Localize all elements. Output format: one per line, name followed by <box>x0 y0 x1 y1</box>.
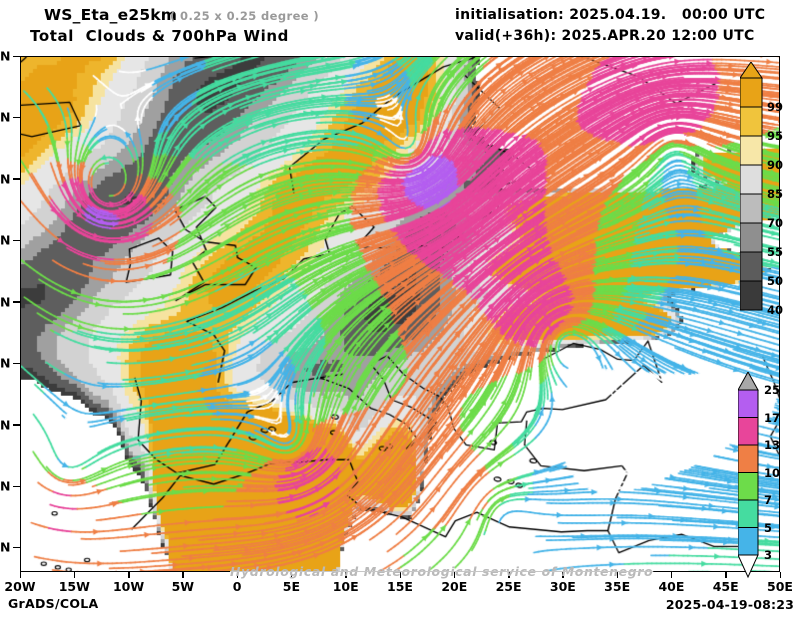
initialisation-time-label: initialisation: 2025.04.19. 00:00 UTC <box>455 7 766 23</box>
x-tick-label-0: 20W <box>4 579 36 594</box>
y-tick-label-2: N <box>0 171 11 187</box>
map-plot-area <box>20 56 780 572</box>
x-tick-mark <box>399 572 401 578</box>
x-tick-mark <box>128 572 130 578</box>
wind-colorbar-tick-3: 3 <box>764 548 773 562</box>
y-tick-label-3: N <box>0 232 11 248</box>
y-tick-mark <box>13 485 20 487</box>
weather-map-canvas <box>21 57 779 571</box>
wind-colorbar-tick-5: 5 <box>764 520 773 535</box>
x-tick-mark <box>290 572 293 578</box>
y-tick-mark <box>13 301 20 303</box>
page-title: Total Clouds & 700hPa Wind <box>30 27 289 45</box>
y-tick-mark <box>13 116 20 119</box>
model-name-label: WS_Eta_e25km <box>44 6 178 24</box>
x-tick-mark <box>779 572 781 578</box>
wind-colorbar-tick-17: 17 <box>764 410 781 425</box>
cloud-colorbar-svg <box>740 62 763 311</box>
model-resolution-label: ( 0.25 x 0.25 degree ) <box>170 9 320 23</box>
y-tick-label-6: N <box>0 417 11 433</box>
wind-colorbar-svg <box>738 372 759 579</box>
valid-time-label: valid(+36h): 2025.APR.20 12:00 UTC <box>455 28 755 44</box>
x-tick-label-14: 50E <box>767 579 793 594</box>
x-tick-mark <box>345 572 347 578</box>
x-tick-mark <box>670 572 673 578</box>
y-tick-mark <box>13 239 20 242</box>
x-tick-label-6: 10E <box>332 579 359 594</box>
x-tick-mark <box>725 572 727 578</box>
x-tick-label-7: 15E <box>387 579 413 594</box>
y-tick-label-1: N <box>0 109 11 125</box>
y-tick-mark <box>13 178 20 180</box>
cloud-colorbar-tick-90: 90 <box>767 158 784 172</box>
wind-speed-colorbar: 25 17 13 10 7 5 3 <box>738 372 780 579</box>
y-tick-label-0: N <box>0 48 11 64</box>
x-tick-label-11: 35E <box>604 579 631 594</box>
wind-colorbar-tick-7: 7 <box>764 493 773 507</box>
cloud-colorbar-tick-99: 99 <box>767 100 784 114</box>
y-tick-mark <box>13 424 20 426</box>
x-tick-label-10: 30E <box>549 579 576 594</box>
x-tick-mark <box>19 572 21 578</box>
x-tick-label-3: 5W <box>171 579 195 594</box>
x-tick-mark <box>508 572 510 578</box>
cloud-cover-colorbar: 99 95 90 85 70 55 50 40 <box>740 62 783 317</box>
x-tick-label-8: 20E <box>441 579 468 594</box>
wind-colorbar-tick-13: 13 <box>764 438 781 452</box>
x-tick-label-2: 10W <box>112 579 145 594</box>
cloud-colorbar-tick-95: 95 <box>767 129 784 143</box>
x-tick-label-4: 0 <box>232 579 242 594</box>
cloud-colorbar-tick-55: 55 <box>767 245 784 259</box>
x-tick-mark <box>453 572 456 578</box>
wind-colorbar-tick-25: 25 <box>764 383 781 397</box>
y-tick-label-5: N <box>0 355 11 371</box>
x-tick-mark <box>236 572 239 578</box>
cloud-colorbar-tick-85: 85 <box>767 187 784 201</box>
cloud-colorbar-tick-40: 40 <box>767 303 784 317</box>
x-tick-label-1: 15W <box>58 579 90 594</box>
x-tick-mark <box>562 572 564 578</box>
wind-colorbar-tick-10: 10 <box>764 465 781 480</box>
x-tick-label-5: 5E <box>282 579 301 594</box>
y-tick-label-7: N <box>0 478 11 494</box>
x-tick-label-13: 45E <box>712 579 739 594</box>
x-tick-mark <box>616 572 619 578</box>
generation-timestamp: 2025-04-19-08:23 <box>665 597 794 612</box>
y-tick-mark <box>13 362 20 365</box>
watermark-text: Hydrological and Meteorological service … <box>230 564 654 579</box>
x-tick-mark <box>73 572 76 578</box>
y-tick-mark <box>13 55 20 57</box>
x-tick-mark <box>182 572 184 578</box>
cloud-colorbar-tick-70: 70 <box>767 216 784 230</box>
y-tick-label-4: N <box>0 294 11 310</box>
x-tick-label-9: 25E <box>495 579 522 594</box>
y-tick-mark <box>13 546 20 549</box>
cloud-colorbar-tick-50: 50 <box>767 274 784 288</box>
y-tick-label-8: N <box>0 539 11 555</box>
grads-credit: GrADS/COLA <box>8 596 99 611</box>
x-tick-label-12: 40E <box>658 579 685 594</box>
